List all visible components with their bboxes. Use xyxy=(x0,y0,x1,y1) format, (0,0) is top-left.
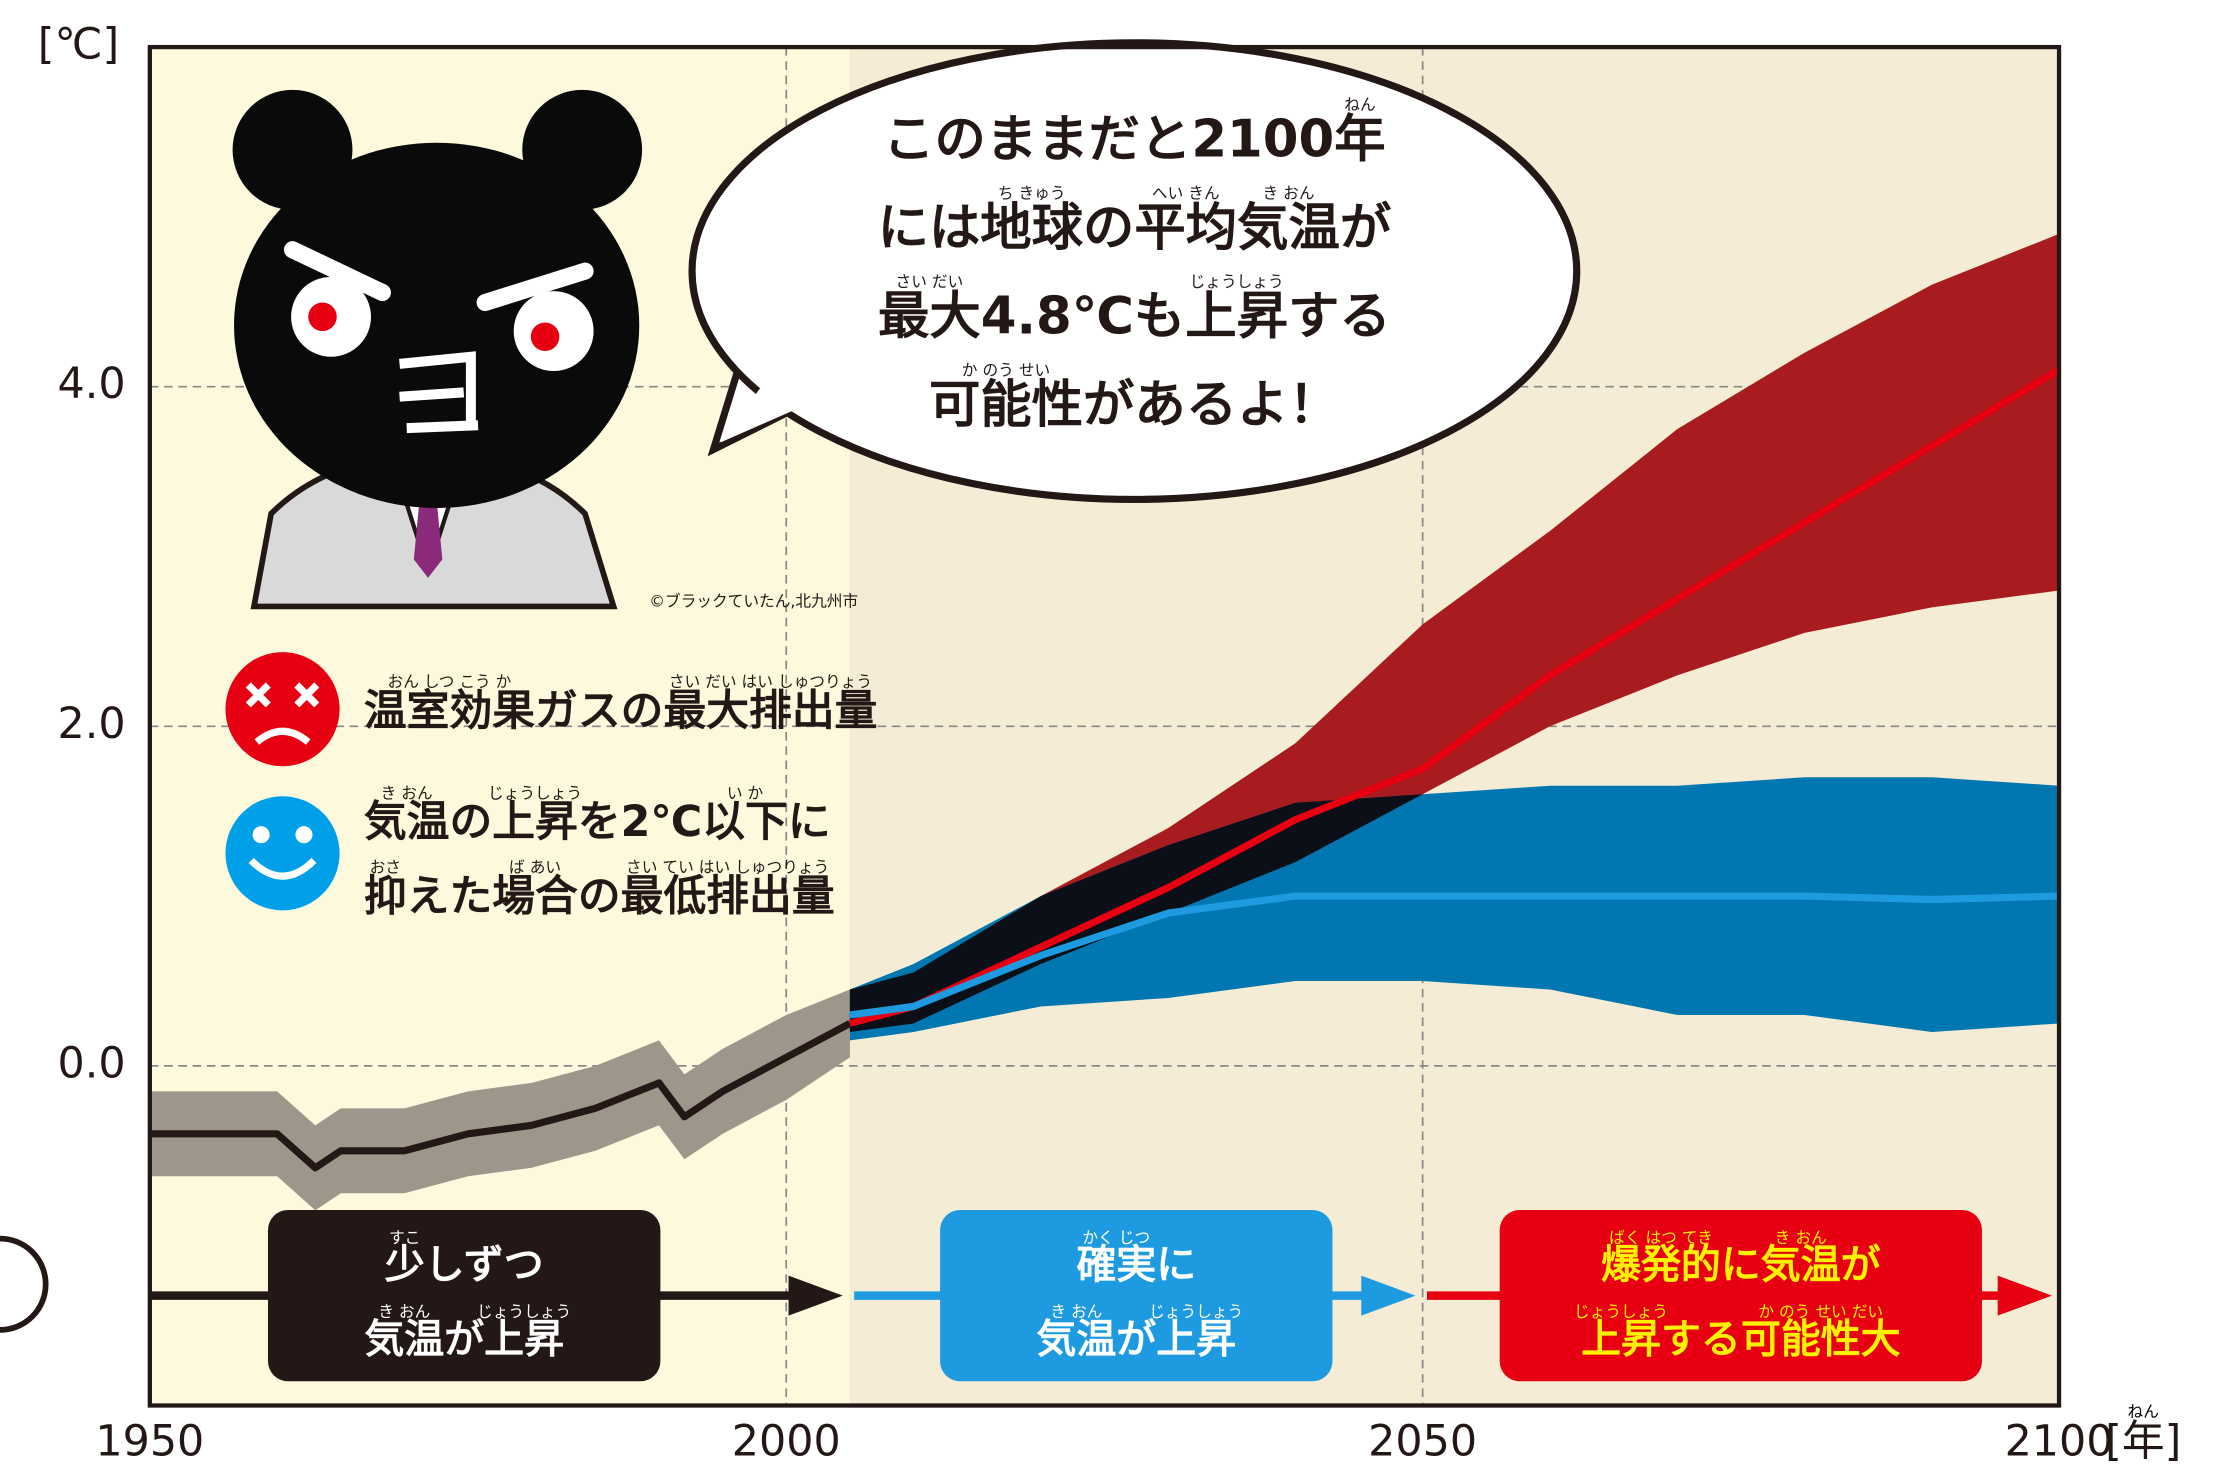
ruby: かく じつ xyxy=(1082,1228,1150,1247)
band xyxy=(849,777,2060,1041)
text-line: 気温の上昇を2℃以下に xyxy=(364,797,831,847)
character xyxy=(232,89,643,610)
ruby: へい きん xyxy=(1152,184,1220,203)
text-line: 気温が上昇 xyxy=(364,1316,564,1362)
ruby: ねん xyxy=(1344,95,1375,114)
speech-bubble xyxy=(688,39,1581,503)
text-line: 抑えた場合の最低排出量 xyxy=(364,871,835,921)
band xyxy=(849,233,2060,1032)
x-tick-label: 2000 xyxy=(732,1417,841,1467)
bands xyxy=(149,233,2061,1211)
y-tick-label: 0.0 xyxy=(58,1038,126,1088)
ruby: さい だい xyxy=(896,272,964,291)
arrow-head xyxy=(1997,1275,2052,1316)
ruby-line: 可能性があるよ！か のう せい xyxy=(929,361,1340,435)
face-icons xyxy=(225,652,340,911)
ruby: おさ xyxy=(370,858,401,877)
phase-box xyxy=(267,1210,661,1382)
x-unit-ruby: ねん xyxy=(2128,1402,2159,1421)
edge-circle xyxy=(0,1235,49,1333)
ruby: じょうしょう xyxy=(1574,1302,1668,1321)
text-line: には地球の平均気温が xyxy=(878,198,1392,258)
x-tick-label: 2100 xyxy=(2005,1417,2114,1467)
ruby: き おん xyxy=(378,1302,430,1321)
text-line: このままだと2100年 xyxy=(883,110,1385,170)
series-line xyxy=(848,366,2061,1027)
arrow-head xyxy=(788,1275,843,1316)
ruby: じょうしょう xyxy=(1149,1302,1243,1321)
ruby: か のう せい だい xyxy=(1758,1302,1883,1321)
series-line xyxy=(149,1020,852,1172)
x-tick-label: 1950 xyxy=(95,1417,204,1467)
ruby: ば あい xyxy=(509,858,561,877)
credit: ©ブラックていたん,北九州市 xyxy=(649,592,858,611)
x-tick-label: 2050 xyxy=(1368,1417,1477,1467)
ruby: い か xyxy=(727,783,764,802)
ruby: すこ xyxy=(389,1228,420,1247)
ruby: き おん xyxy=(1262,184,1314,203)
ruby: おん しつ こう か xyxy=(388,672,512,691)
arrow-head xyxy=(1361,1275,1416,1316)
band xyxy=(149,989,850,1211)
x-unit: [年] xyxy=(2105,1417,2181,1467)
text-line: 可能性があるよ！ xyxy=(929,375,1340,435)
ruby: か のう せい xyxy=(962,361,1050,380)
ruby: じょうしょう xyxy=(1190,272,1284,291)
text-line: 気温が上昇 xyxy=(1036,1316,1236,1362)
illustration xyxy=(0,39,1581,1333)
ruby: き おん xyxy=(1775,1228,1827,1247)
text-line: 少しずつ xyxy=(385,1242,544,1288)
phase-box xyxy=(1499,1210,1982,1382)
text-line: 温室効果ガスの最大排出量 xyxy=(364,686,878,736)
ruby: き おん xyxy=(381,783,433,802)
ruby: じょうしょう xyxy=(477,1302,571,1321)
text-line: 上昇する可能性大 xyxy=(1581,1316,1901,1362)
plot-frame xyxy=(147,44,2062,1408)
text-line: 確実に xyxy=(1076,1242,1196,1288)
ruby: じょうしょう xyxy=(488,783,582,802)
y-tick-label: 2.0 xyxy=(58,699,126,749)
ruby: さい てい はい しゅつりょう xyxy=(626,858,829,877)
ruby: き おん xyxy=(1050,1302,1102,1321)
y-unit: [℃] xyxy=(38,20,119,70)
series-line xyxy=(849,892,2060,1019)
overlap-band xyxy=(849,590,2060,1032)
text-line: 爆発的に気温が xyxy=(1601,1242,1881,1288)
ruby: ばく はつ てき xyxy=(1609,1228,1713,1247)
text-line: 最大4.8℃も上昇する xyxy=(878,287,1391,347)
y-tick-label: 4.0 xyxy=(58,359,126,409)
ruby: さい だい はい しゅつりょう xyxy=(669,672,872,691)
ruby: ち きゅう xyxy=(998,184,1066,203)
phase-box xyxy=(940,1210,1333,1382)
